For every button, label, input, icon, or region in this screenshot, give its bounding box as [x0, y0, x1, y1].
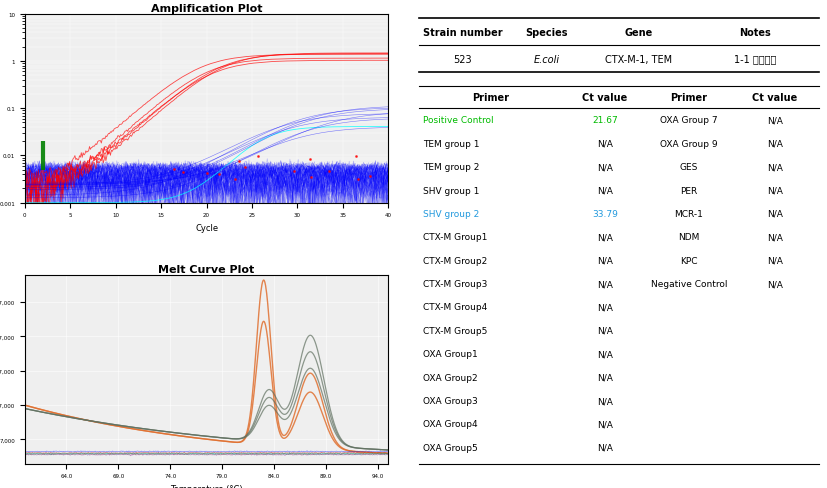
Title: Amplification Plot: Amplification Plot	[151, 4, 262, 14]
Text: Ct value: Ct value	[582, 93, 628, 102]
Text: OXA Group3: OXA Group3	[423, 396, 478, 405]
Text: N/A: N/A	[767, 256, 782, 265]
Text: KPC: KPC	[680, 256, 697, 265]
Text: N/A: N/A	[597, 233, 613, 242]
Text: N/A: N/A	[597, 396, 613, 405]
Text: TEM group 2: TEM group 2	[423, 163, 479, 172]
Text: N/A: N/A	[597, 349, 613, 359]
Text: CTX-M Group3: CTX-M Group3	[423, 280, 487, 288]
Text: N/A: N/A	[597, 163, 613, 172]
Text: OXA Group 9: OXA Group 9	[660, 140, 718, 148]
Text: N/A: N/A	[767, 116, 782, 125]
Text: CTX-M Group2: CTX-M Group2	[423, 256, 487, 265]
Text: N/A: N/A	[597, 140, 613, 148]
Text: Notes: Notes	[739, 28, 771, 38]
Text: 33.79: 33.79	[592, 209, 618, 219]
Text: CTX-M Group5: CTX-M Group5	[423, 326, 487, 335]
Text: N/A: N/A	[597, 326, 613, 335]
Text: E.coli: E.coli	[533, 55, 560, 64]
Text: N/A: N/A	[597, 420, 613, 428]
Text: N/A: N/A	[597, 443, 613, 452]
Text: Primer: Primer	[670, 93, 707, 102]
Text: Strain number: Strain number	[423, 28, 503, 38]
Text: CTX-M Group4: CTX-M Group4	[423, 303, 487, 312]
Text: OXA Group5: OXA Group5	[423, 443, 478, 452]
Text: PER: PER	[680, 186, 697, 195]
Text: MCR-1: MCR-1	[674, 209, 703, 219]
Text: Negative Control: Negative Control	[651, 280, 727, 288]
Text: N/A: N/A	[597, 303, 613, 312]
Text: Positive Control: Positive Control	[423, 116, 494, 125]
Text: Ct value: Ct value	[752, 93, 797, 102]
Text: N/A: N/A	[767, 186, 782, 195]
Text: OXA Group1: OXA Group1	[423, 349, 478, 359]
Text: 1-1 분양균주: 1-1 분양균주	[734, 55, 776, 64]
Text: N/A: N/A	[597, 256, 613, 265]
Text: GES: GES	[680, 163, 698, 172]
Text: N/A: N/A	[767, 209, 782, 219]
Text: SHV group 1: SHV group 1	[423, 186, 479, 195]
Text: OXA Group 7: OXA Group 7	[660, 116, 718, 125]
Text: Gene: Gene	[624, 28, 653, 38]
X-axis label: Cycle: Cycle	[195, 224, 218, 232]
Text: N/A: N/A	[597, 280, 613, 288]
Text: N/A: N/A	[767, 140, 782, 148]
Text: OXA Group2: OXA Group2	[423, 373, 477, 382]
Text: 21.67: 21.67	[592, 116, 618, 125]
Text: N/A: N/A	[597, 186, 613, 195]
Text: Species: Species	[526, 28, 568, 38]
Text: CTX-M Group1: CTX-M Group1	[423, 233, 487, 242]
Text: CTX-M-1, TEM: CTX-M-1, TEM	[605, 55, 672, 64]
Text: Primer: Primer	[472, 93, 509, 102]
Title: Melt Curve Plot: Melt Curve Plot	[159, 264, 255, 274]
X-axis label: Temperature (°C): Temperature (°C)	[170, 484, 243, 488]
Text: OXA Group4: OXA Group4	[423, 420, 477, 428]
Text: SHV group 2: SHV group 2	[423, 209, 479, 219]
Text: N/A: N/A	[767, 163, 782, 172]
Text: NDM: NDM	[678, 233, 700, 242]
Text: N/A: N/A	[767, 280, 782, 288]
Text: TEM group 1: TEM group 1	[423, 140, 480, 148]
Text: N/A: N/A	[597, 373, 613, 382]
Text: 523: 523	[453, 55, 472, 64]
Text: N/A: N/A	[767, 233, 782, 242]
